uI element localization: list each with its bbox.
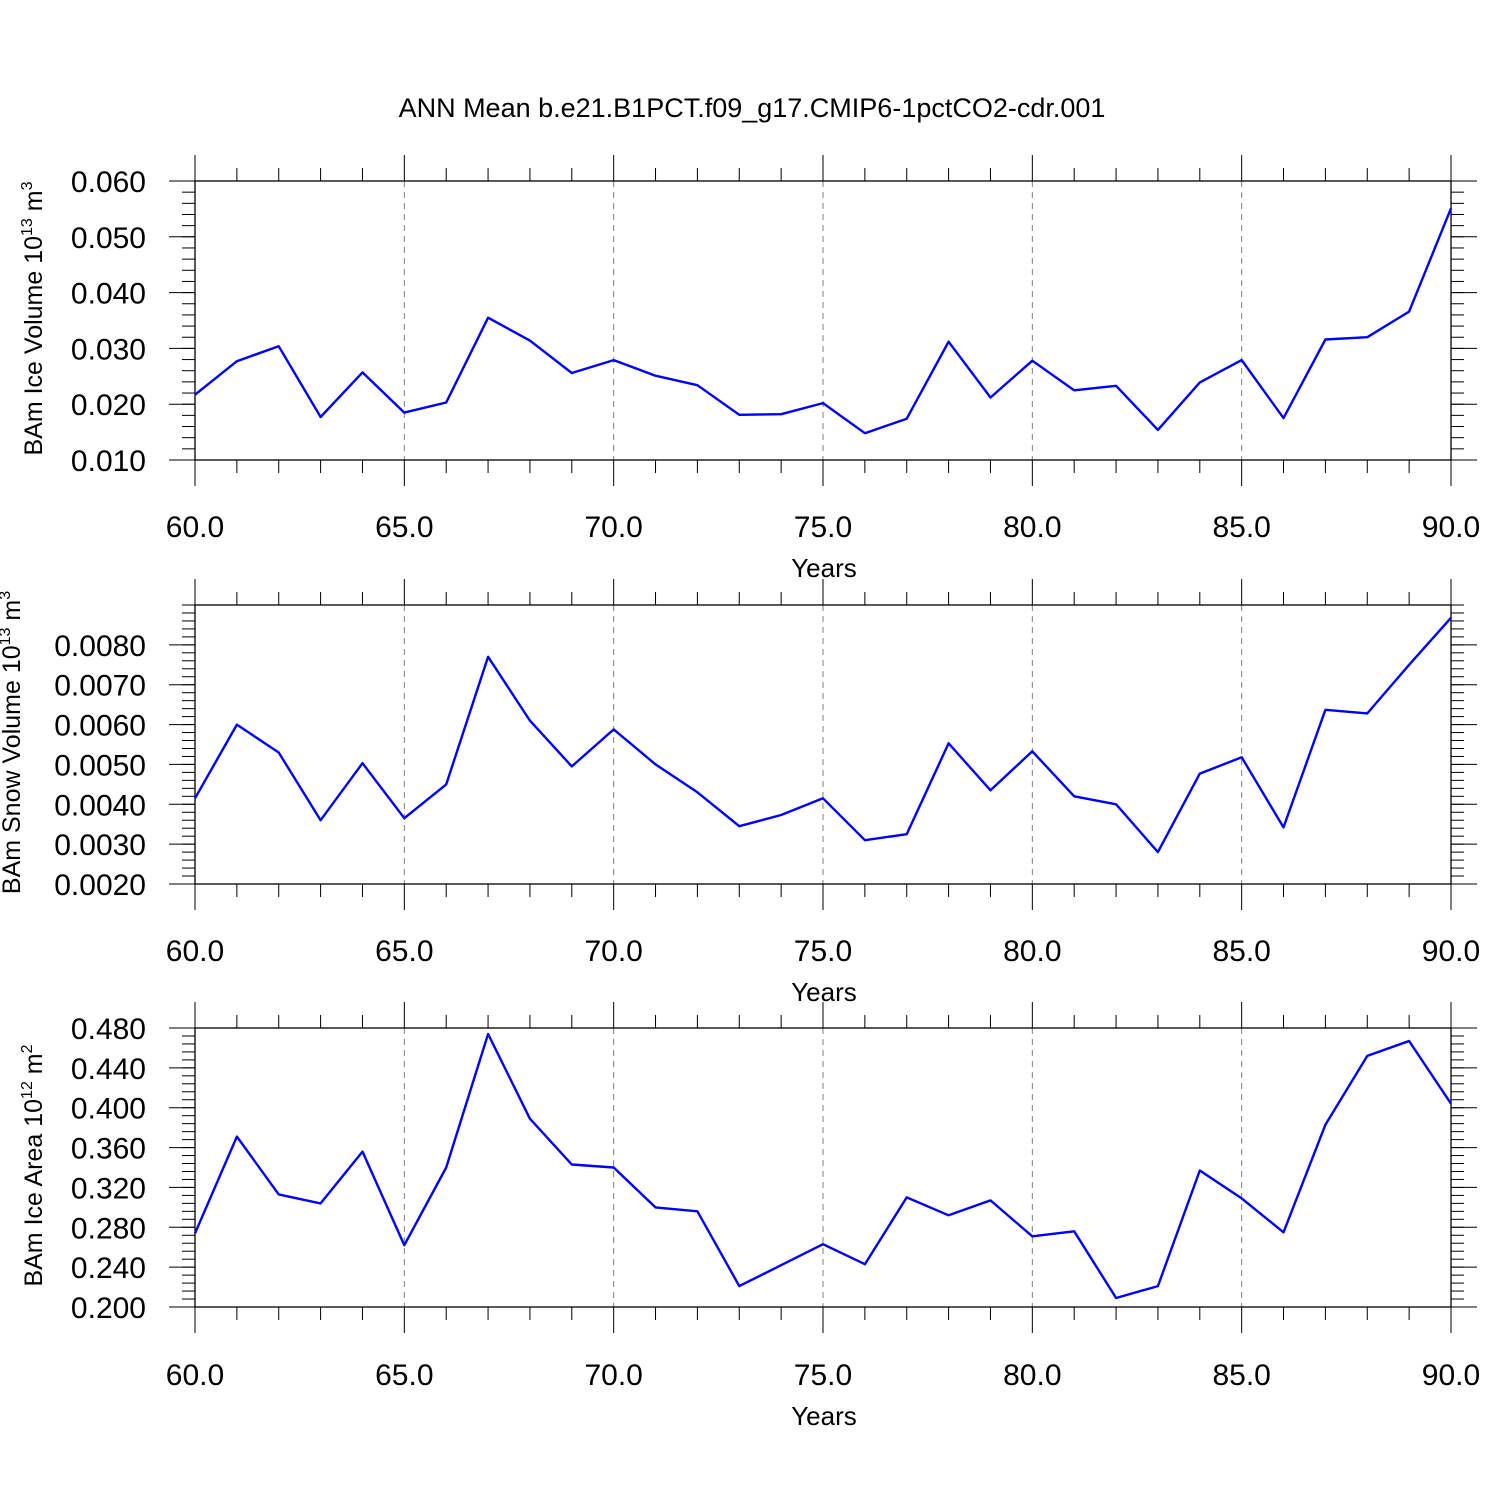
y-tick-label: 0.0070 [54, 670, 146, 703]
x-tick-label: 75.0 [794, 1359, 852, 1392]
x-tick-label: 60.0 [166, 935, 224, 968]
x-tick-label: 80.0 [1003, 935, 1061, 968]
y-axis-label: BAm Snow Volume 1013 m3 [0, 591, 26, 894]
plot-frame [194, 604, 1452, 885]
y-axis-label: BAm Ice Area 1012 m2 [19, 1044, 48, 1286]
x-tick-label: 65.0 [375, 935, 433, 968]
x-tick-label: 80.0 [1003, 1359, 1061, 1392]
y-tick-label: 0.0050 [54, 749, 146, 782]
y-tick-label: 0.040 [71, 278, 146, 311]
x-tick-label: 90.0 [1422, 935, 1480, 968]
x-tick-label: 75.0 [794, 511, 852, 544]
series-line [193, 617, 1452, 854]
x-tick-label: 75.0 [794, 935, 852, 968]
series-line [193, 1032, 1452, 1300]
x-tick-label: 60.0 [166, 511, 224, 544]
y-tick-label: 0.240 [71, 1252, 146, 1285]
x-axis-label: Years [791, 977, 857, 1007]
x-tick-label: 85.0 [1212, 1359, 1270, 1392]
x-tick-label: 60.0 [166, 1359, 224, 1392]
series-line [194, 207, 1453, 435]
plot-frame [194, 180, 1452, 461]
x-tick-label: 65.0 [375, 511, 433, 544]
y-tick-label: 0.0040 [54, 789, 146, 822]
y-tick-label: 0.200 [71, 1292, 146, 1325]
y-tick-label: 0.010 [71, 445, 146, 478]
y-tick-label: 0.360 [71, 1133, 146, 1166]
y-tick-label: 0.320 [71, 1172, 146, 1205]
snow-volume-panel: 0.0020 0.0030 0.0040 0.0050 0.0060 0.0070 0.00… [0, 579, 1480, 1007]
x-tick-label: 70.0 [584, 935, 642, 968]
y-tick-label: 0.030 [71, 333, 146, 366]
x-axis-label: Years [791, 1401, 857, 1431]
x-tick-label: 85.0 [1212, 935, 1270, 968]
x-tick-label: 85.0 [1212, 511, 1270, 544]
plot-frame [194, 1027, 1452, 1308]
ice-area-panel: 0.200 0.240 0.280 0.320 0.360 0.400 0.440 0.480… [19, 1002, 1480, 1431]
y-tick-label: 0.020 [71, 389, 146, 422]
y-tick-label: 0.440 [71, 1053, 146, 1086]
x-tick-label: 70.0 [584, 1359, 642, 1392]
x-tick-label: 80.0 [1003, 511, 1061, 544]
ice-volume-panel: 0.010 0.020 0.030 0.040 0.050 0.060 60.0 65.0 70… [19, 155, 1480, 583]
x-tick-label: 90.0 [1422, 511, 1480, 544]
x-tick-label: 90.0 [1422, 1359, 1480, 1392]
x-tick-label: 65.0 [375, 1359, 433, 1392]
y-tick-label: 0.060 [71, 166, 146, 199]
y-axis-label: BAm Ice Volume 1013 m3 [19, 181, 48, 455]
y-tick-label: 0.0080 [54, 630, 146, 663]
x-axis-label: Years [791, 553, 857, 583]
x-tick-label: 70.0 [584, 511, 642, 544]
y-tick-label: 0.0030 [54, 829, 146, 862]
y-tick-label: 0.400 [71, 1093, 146, 1126]
y-tick-label: 0.480 [71, 1013, 146, 1046]
y-tick-label: 0.0060 [54, 710, 146, 743]
figure-title: ANN Mean b.e21.B1PCT.f09_g17.CMIP6-1pctC… [399, 93, 1106, 123]
y-tick-label: 0.050 [71, 222, 146, 255]
y-tick-label: 0.280 [71, 1212, 146, 1245]
y-tick-label: 0.0020 [54, 869, 146, 902]
